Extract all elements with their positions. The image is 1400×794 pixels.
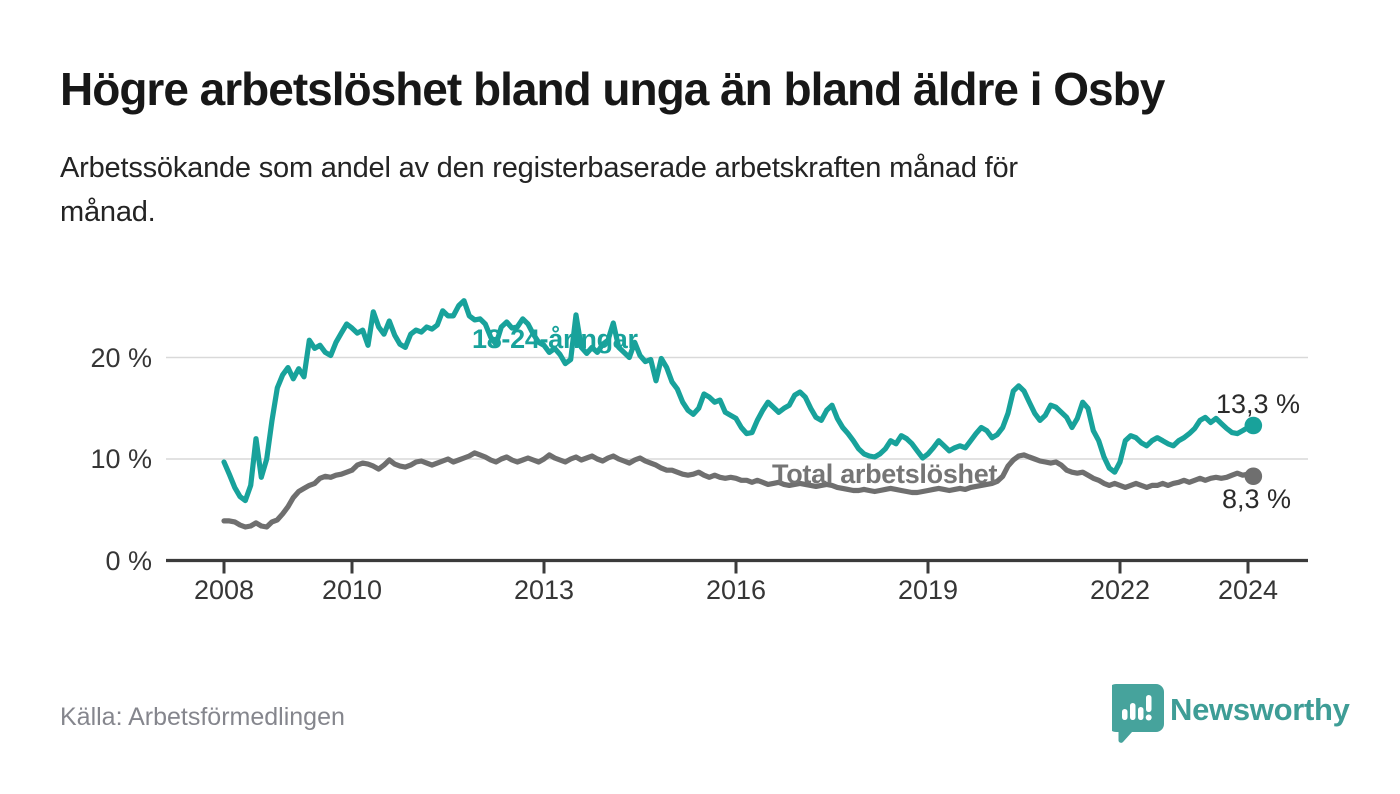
newsworthy-logo-icon xyxy=(1112,684,1164,743)
x-axis-label-2024: 2024 xyxy=(1217,575,1279,605)
x-axis-label-2013: 2013 xyxy=(513,575,575,605)
x-axis-label-2008: 2008 xyxy=(193,575,255,605)
x-axis-label-2022: 2022 xyxy=(1089,575,1151,605)
chart-subtitle-line2: månad. xyxy=(60,196,156,228)
newsworthy-logo-text: Newsworthy xyxy=(1170,692,1350,727)
y-axis-label-20: 20 % xyxy=(90,342,152,373)
x-axis-label-2016: 2016 xyxy=(705,575,767,605)
series-line-18-24-ringar xyxy=(221,298,1256,504)
series-end-dot xyxy=(1244,416,1263,435)
series-end-dot xyxy=(1244,467,1263,486)
series-label-total: Total arbetslöshet xyxy=(772,459,998,489)
x-axis-label-2019: 2019 xyxy=(897,575,959,605)
page-title: Högre arbetslöshet bland unga än bland ä… xyxy=(60,63,1165,115)
source-note: Källa: Arbetsförmedlingen xyxy=(60,703,345,731)
series-line-total-arbetsl-shet xyxy=(221,450,1256,530)
y-axis-label-10: 10 % xyxy=(90,444,152,474)
x-axis-label-2010: 2010 xyxy=(321,575,383,605)
y-axis-label-0: 0 % xyxy=(105,545,152,576)
end-value-label-total: 8,3 % xyxy=(1222,484,1292,514)
chart-subtitle: Arbetssökande som andel av den registerb… xyxy=(60,146,1300,234)
end-value-label-18-24: 13,3 % xyxy=(1216,389,1301,419)
series-label-18-24: 18-24-åringar xyxy=(472,324,638,354)
chart-subtitle-line1: Arbetssökande som andel av den registerb… xyxy=(60,152,1018,184)
